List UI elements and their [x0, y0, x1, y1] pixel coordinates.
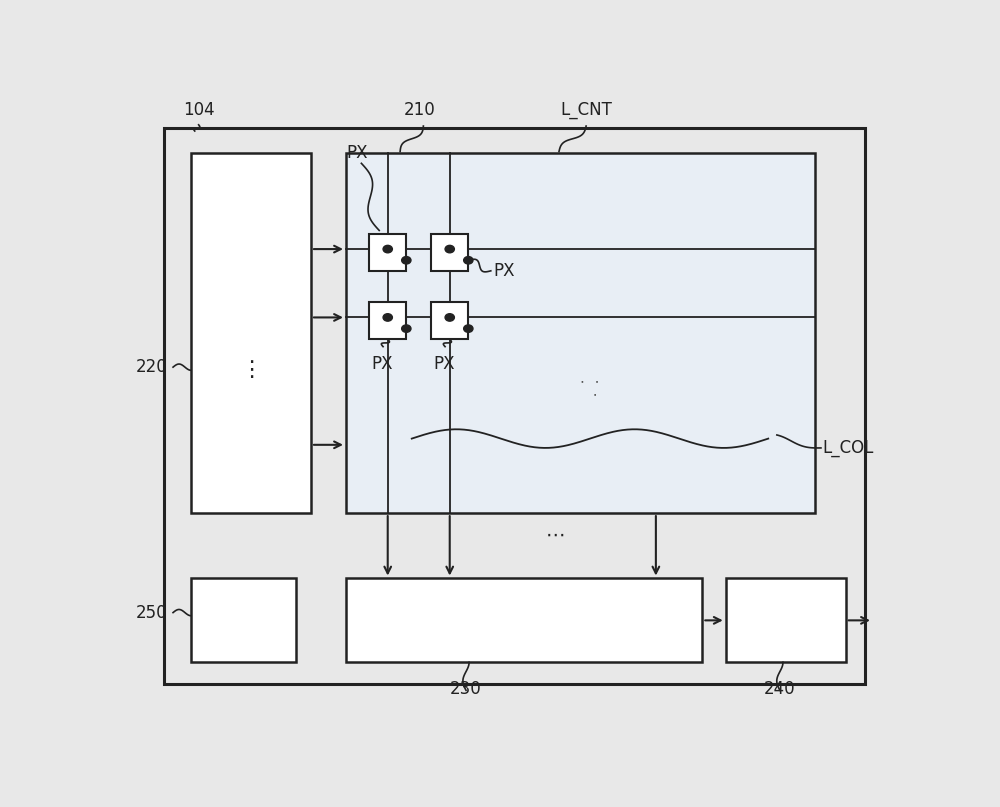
Text: 240: 240: [764, 680, 796, 698]
Text: 230: 230: [450, 680, 482, 698]
Text: 220: 220: [136, 358, 168, 376]
Text: ⋯: ⋯: [545, 525, 565, 545]
Text: ⋮: ⋮: [240, 360, 262, 380]
Bar: [431, 302, 468, 339]
Bar: [164, 128, 865, 684]
Circle shape: [464, 325, 473, 332]
Text: ⋅  ⋅
  ⋅: ⋅ ⋅ ⋅: [580, 375, 600, 403]
Circle shape: [464, 257, 473, 264]
Bar: [431, 233, 468, 271]
Circle shape: [383, 314, 392, 321]
Circle shape: [445, 245, 454, 253]
Text: PX: PX: [493, 261, 515, 280]
Text: 210: 210: [404, 101, 435, 119]
Bar: [726, 579, 846, 663]
Text: PX: PX: [346, 144, 367, 162]
Text: PX: PX: [433, 355, 455, 373]
Text: L_COL: L_COL: [822, 439, 874, 457]
Bar: [346, 153, 815, 513]
Text: L_CNT: L_CNT: [560, 101, 612, 119]
Text: PX: PX: [371, 355, 393, 373]
Circle shape: [445, 314, 454, 321]
Bar: [191, 579, 296, 663]
Text: 250: 250: [136, 604, 168, 621]
Bar: [369, 233, 406, 271]
Bar: [346, 579, 702, 663]
Bar: [369, 302, 406, 339]
Text: 104: 104: [183, 101, 215, 119]
Circle shape: [383, 245, 392, 253]
Bar: [191, 153, 311, 513]
Circle shape: [402, 325, 411, 332]
Circle shape: [402, 257, 411, 264]
